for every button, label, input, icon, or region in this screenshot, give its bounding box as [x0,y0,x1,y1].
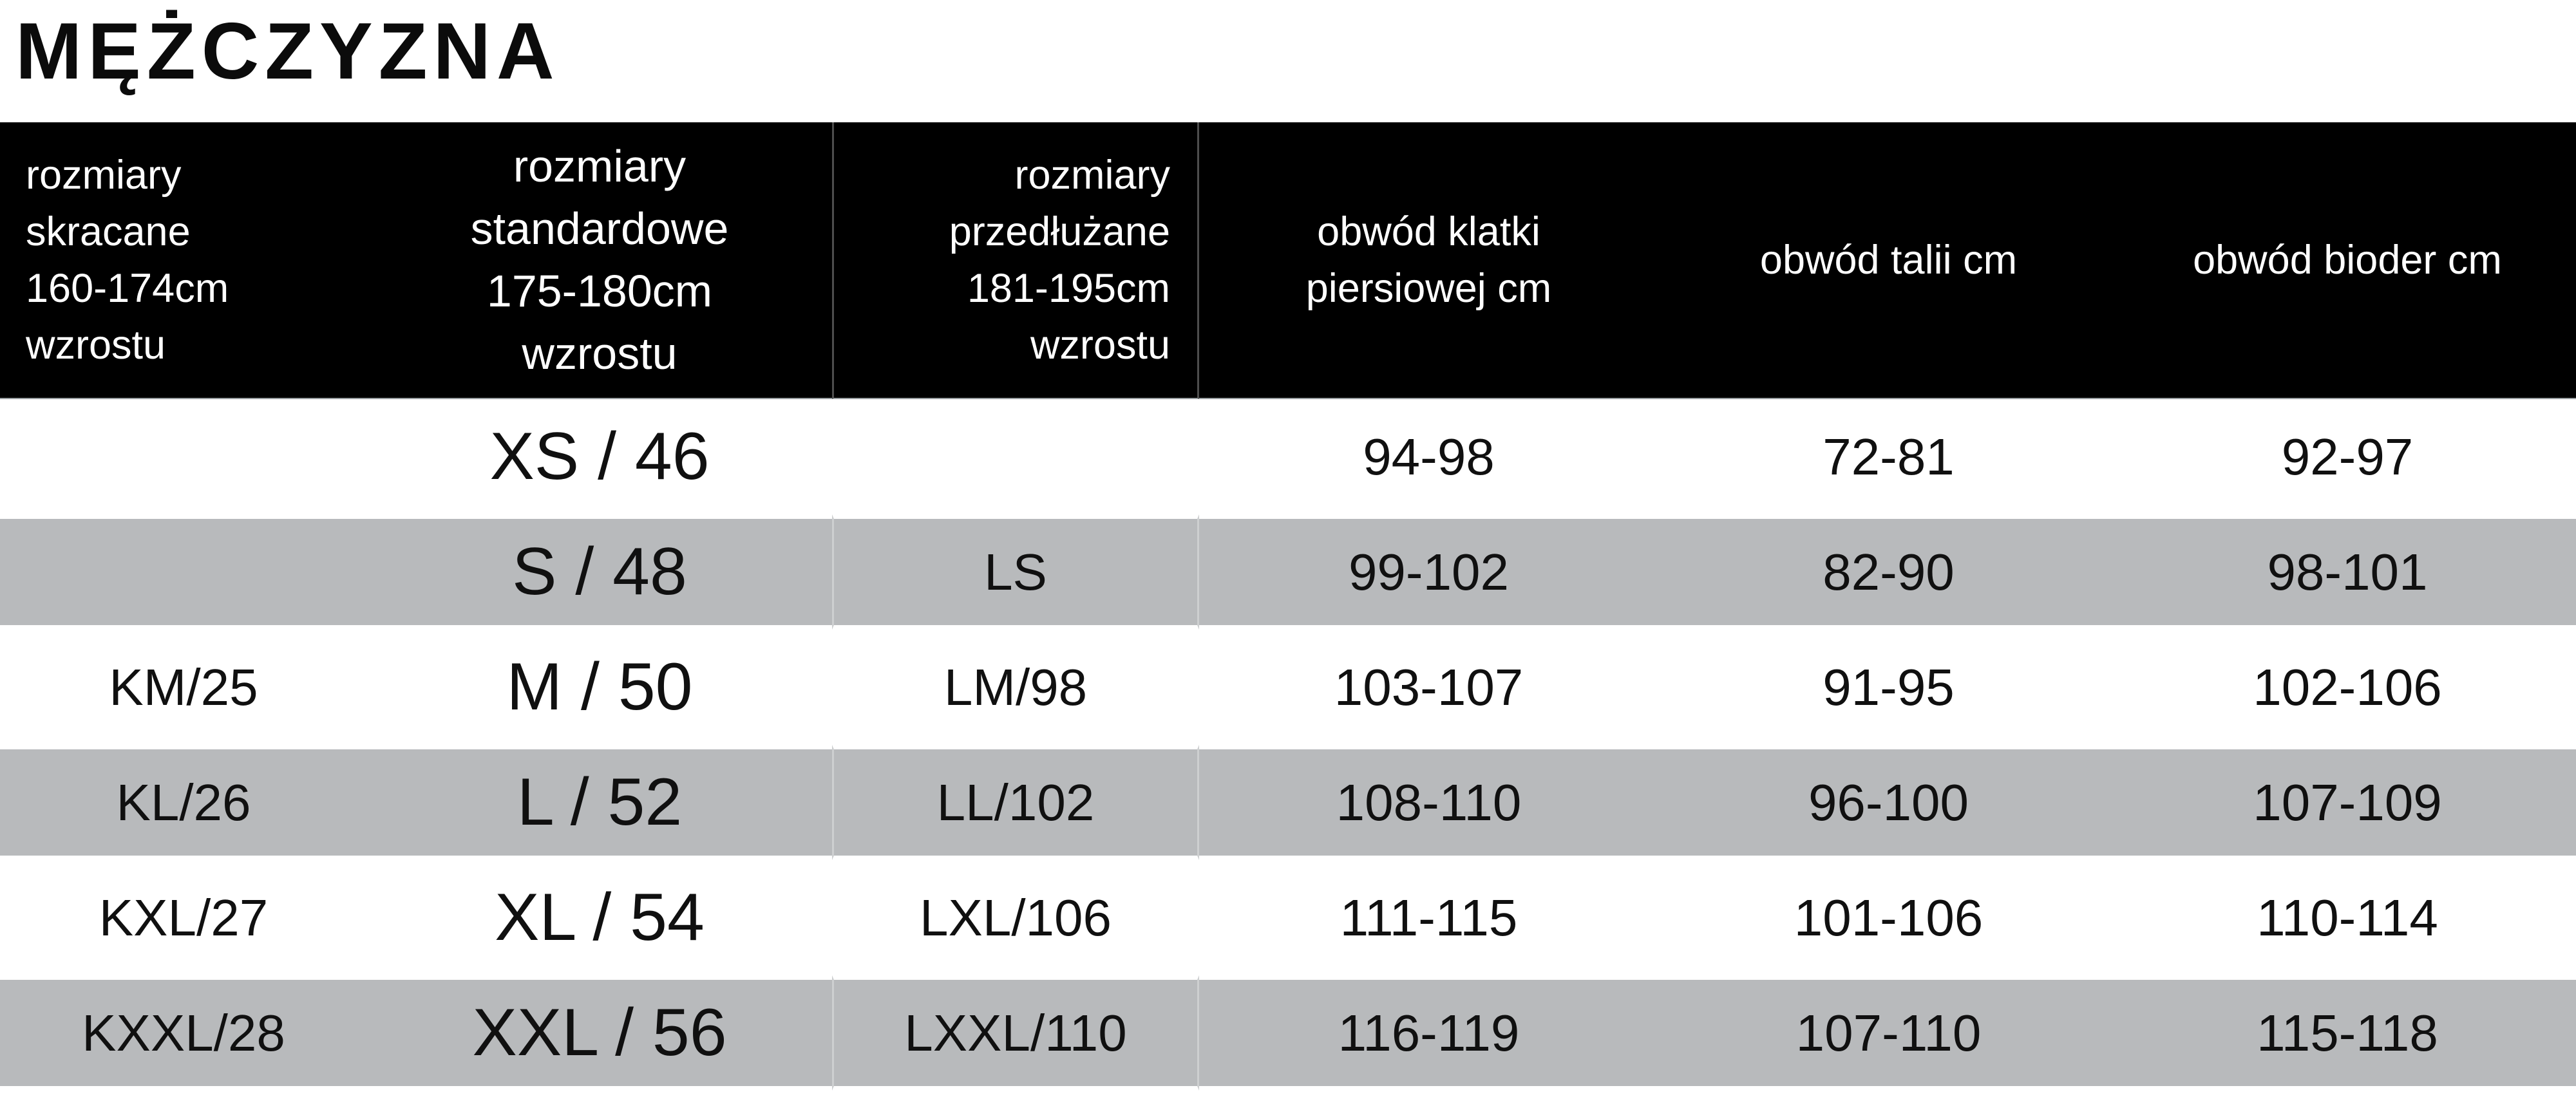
cell-value: 110-114 [2257,888,2438,946]
table-cell-talia: 82-90 [1658,514,2119,630]
column-header-rozmiary-standardowe: rozmiary standardowe 175-180cm wzrostu [367,122,832,399]
header-line: 181-195cm [967,266,1170,311]
cell-value: KM/25 [109,658,258,716]
header-line: obwód klatki [1317,209,1540,254]
table-cell-talia: 91-95 [1658,630,2119,745]
table-cell-biodra: 102-106 [2119,630,2576,745]
table-cell-standardowe: XS / 46 [367,399,832,514]
column-header-obwod-klatki: obwód klatki piersiowej cm [1199,122,1658,399]
cell-value: XXL / 56 [472,995,727,1070]
table-cell-standardowe: S / 48 [367,514,832,630]
cell-value: LM/98 [943,658,1088,716]
table-cell-przedluzane: LXXL/110 [832,975,1199,1091]
header-line: rozmiary [513,141,687,191]
table-cell-standardowe: M / 50 [367,630,832,745]
column-header-rozmiary-skracane: rozmiary skracane 160-174cm wzrostu [0,122,367,399]
cell-value: 99-102 [1348,543,1510,601]
table-cell-przedluzane: LS [832,514,1199,630]
table-cell-klatka: 99-102 [1199,514,1658,630]
table-cell-talia: 101-106 [1658,860,2119,975]
table-cell-klatka: 111-115 [1199,860,1658,975]
table-cell-talia: 96-100 [1658,745,2119,860]
table-cell-przedluzane [832,399,1199,514]
table-cell-biodra: 107-109 [2119,745,2576,860]
table-cell-klatka: 94-98 [1199,399,1658,514]
table-cell-standardowe: XL / 54 [367,860,832,975]
table-cell-skracane: KXXL/28 [0,975,367,1091]
cell-value: M / 50 [506,650,693,724]
cell-value: 101-106 [1794,888,1984,946]
table-cell-biodra: 115-118 [2119,975,2576,1091]
cell-value: L / 52 [516,765,683,839]
table-cell-skracane: KXL/27 [0,860,367,975]
table-cell-przedluzane: LL/102 [832,745,1199,860]
column-header-rozmiary-przedluzane: rozmiary przedłużane 181-195cm wzrostu [832,122,1199,399]
header-line: rozmiary [26,153,182,198]
table-cell-klatka: 116-119 [1199,975,1658,1091]
header-line: standardowe [470,203,729,254]
table-cell-skracane: KM/25 [0,630,367,745]
cell-value: 94-98 [1363,427,1495,485]
header-line: przedłużane [949,209,1170,254]
table-cell-przedluzane: LM/98 [832,630,1199,745]
cell-value: KL/26 [116,773,251,831]
cell-value: 108-110 [1336,773,1522,831]
table-cell-biodra: 98-101 [2119,514,2576,630]
header-line: rozmiary [1014,153,1170,198]
table-cell-skracane: KL/26 [0,745,367,860]
cell-value: 91-95 [1823,658,1955,716]
header-line: wzrostu [26,323,166,368]
size-table: rozmiary skracane 160-174cm wzrostu rozm… [0,122,2576,1091]
cell-value: LS [984,543,1047,601]
column-header-obwod-talii: obwód talii cm [1658,122,2119,399]
cell-value: LXL/106 [919,888,1112,946]
table-cell-skracane [0,514,367,630]
cell-value: 107-110 [1795,1004,1982,1062]
cell-value: 72-81 [1823,427,1955,485]
table-cell-talia: 72-81 [1658,399,2119,514]
header-line: piersiowej cm [1305,266,1552,311]
table-cell-standardowe: L / 52 [367,745,832,860]
cell-value: 116-119 [1338,1004,1520,1062]
header-line: obwód bioder cm [2193,238,2502,283]
cell-value: 102-106 [2253,658,2442,716]
page-title: MĘŻCZYZNA [15,7,560,96]
cell-value: 107-109 [2253,773,2442,831]
cell-value: 82-90 [1823,543,1955,601]
header-line: wzrostu [1030,323,1170,368]
table-cell-klatka: 103-107 [1199,630,1658,745]
table-cell-klatka: 108-110 [1199,745,1658,860]
cell-value: KXXL/28 [82,1004,285,1062]
cell-value: 92-97 [2281,427,2414,485]
header-line: skracane [26,209,191,254]
cell-value: 115-118 [2257,1004,2438,1062]
cell-value: LL/102 [936,773,1095,831]
header-line: 160-174cm [26,266,229,311]
table-cell-biodra: 110-114 [2119,860,2576,975]
table-cell-przedluzane: LXL/106 [832,860,1199,975]
cell-value: 96-100 [1808,773,1969,831]
table-cell-biodra: 92-97 [2119,399,2576,514]
cell-value: LXXL/110 [904,1004,1127,1062]
table-cell-standardowe: XXL / 56 [367,975,832,1091]
table-cell-skracane [0,399,367,514]
header-line: wzrostu [522,328,677,379]
cell-value: XS / 46 [489,419,710,494]
cell-value: XL / 54 [495,880,705,955]
header-line: obwód talii cm [1759,238,2018,283]
cell-value: S / 48 [512,534,687,609]
cell-value: 111-115 [1340,888,1518,946]
cell-value: KXL/27 [99,888,269,946]
column-header-obwod-bioder: obwód bioder cm [2119,122,2576,399]
cell-value: 103-107 [1334,658,1524,716]
cell-value: 98-101 [2267,543,2428,601]
table-cell-talia: 107-110 [1658,975,2119,1091]
header-line: 175-180cm [486,266,713,316]
